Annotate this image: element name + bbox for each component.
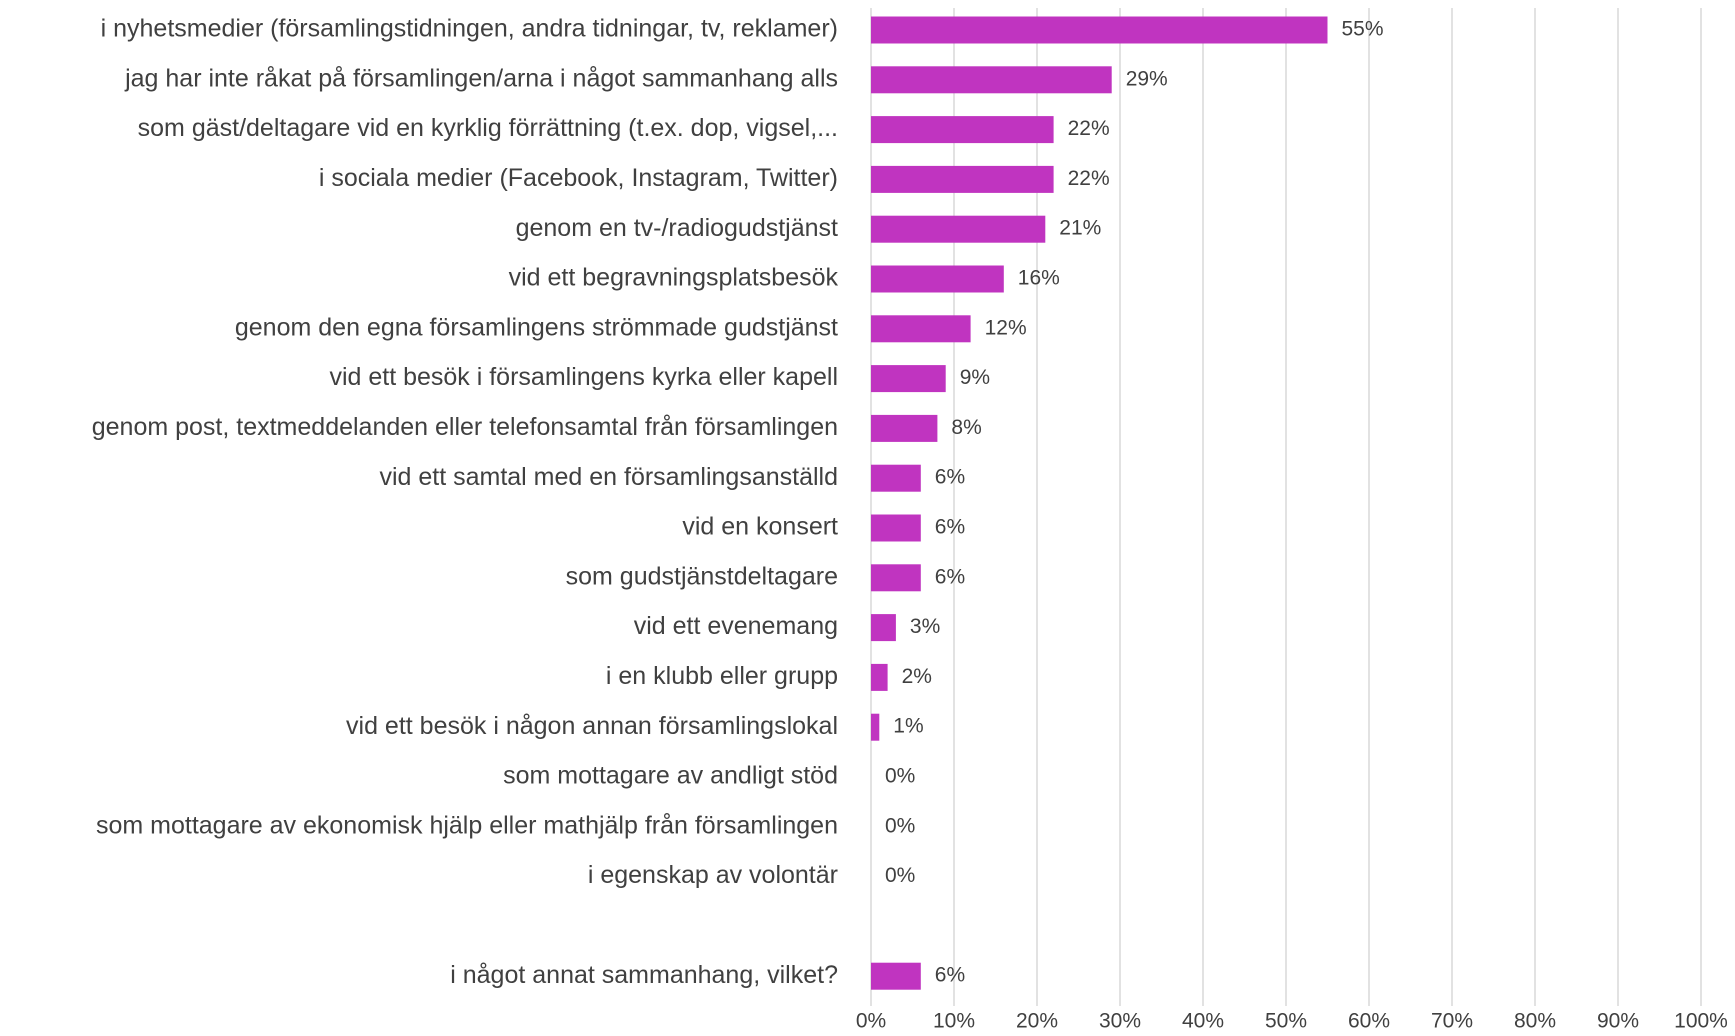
y-tick-label: vid ett besök i någon annan församlingsl… (346, 712, 838, 740)
y-tick-label: som gudstjänstdeltagare (566, 562, 838, 590)
bar (871, 614, 896, 642)
data-label: 3% (910, 615, 940, 638)
y-tick-label: genom en tv-/radiogudstjänst (516, 214, 838, 242)
data-label: 22% (1068, 167, 1110, 190)
data-label: 0% (885, 864, 915, 887)
y-tick-label: jag har inte råkat på församlingen/arna … (124, 64, 838, 92)
bar (871, 464, 921, 492)
data-label: 9% (960, 366, 990, 389)
data-label: 55% (1342, 18, 1384, 41)
data-label: 2% (902, 665, 932, 688)
x-tick-label: 10% (933, 1010, 975, 1033)
x-tick-label: 70% (1431, 1010, 1473, 1033)
bar (871, 962, 921, 990)
y-tick-label: som gäst/deltagare vid en kyrklig förrät… (138, 114, 838, 142)
data-label: 1% (893, 715, 923, 738)
data-label: 6% (935, 964, 965, 987)
y-tick-label: i en klubb eller grupp (606, 662, 838, 690)
bar (871, 514, 921, 542)
y-tick-label: som mottagare av ekonomisk hjälp eller m… (96, 811, 838, 839)
bar (871, 16, 1328, 44)
data-label: 12% (985, 316, 1027, 339)
y-tick-label: i något annat sammanhang, vilket? (450, 961, 838, 989)
y-tick-label: vid ett begravningsplatsbesök (509, 264, 839, 292)
bar (871, 315, 971, 343)
bar (871, 713, 880, 741)
x-tick-label: 60% (1348, 1010, 1390, 1033)
y-tick-label: i sociala medier (Facebook, Instagram, T… (319, 164, 838, 192)
x-tick-label: 80% (1514, 1010, 1556, 1033)
x-tick-label: 100% (1674, 1010, 1728, 1033)
bar (871, 365, 946, 393)
y-tick-label: vid ett evenemang (634, 612, 838, 640)
bar (871, 265, 1004, 293)
x-tick-label: 40% (1182, 1010, 1224, 1033)
data-label: 16% (1018, 267, 1060, 290)
bar (871, 564, 921, 592)
data-label: 6% (935, 466, 965, 489)
y-tick-label: i nyhetsmedier (församlingstidningen, an… (101, 15, 838, 43)
data-label: 0% (885, 814, 915, 837)
bar (871, 663, 888, 691)
y-tick-label: vid ett samtal med en församlingsanställ… (379, 463, 838, 491)
bar (871, 165, 1054, 193)
data-label: 22% (1068, 117, 1110, 140)
data-label: 6% (935, 565, 965, 588)
y-tick-label: genom post, textmeddelanden eller telefo… (92, 413, 838, 441)
x-tick-label: 30% (1099, 1010, 1141, 1033)
x-tick-label: 20% (1016, 1010, 1058, 1033)
y-tick-label: vid en konsert (682, 513, 838, 541)
y-tick-label: som mottagare av andligt stöd (503, 762, 838, 790)
data-label: 6% (935, 516, 965, 539)
y-tick-label: vid ett besök i församlingens kyrka elle… (329, 363, 838, 391)
bar (871, 66, 1112, 94)
data-label: 29% (1126, 67, 1168, 90)
bar (871, 116, 1054, 144)
bar (871, 414, 938, 442)
bar (871, 215, 1046, 243)
data-label: 8% (951, 416, 981, 439)
data-label: 0% (885, 765, 915, 788)
x-tick-label: 50% (1265, 1010, 1307, 1033)
y-tick-label: genom den egna församlingens strömmade g… (235, 313, 838, 341)
x-tick-label: 90% (1597, 1010, 1639, 1033)
data-label: 21% (1059, 217, 1101, 240)
y-tick-label: i egenskap av volontär (588, 861, 838, 889)
x-tick-label: 0% (856, 1010, 886, 1033)
